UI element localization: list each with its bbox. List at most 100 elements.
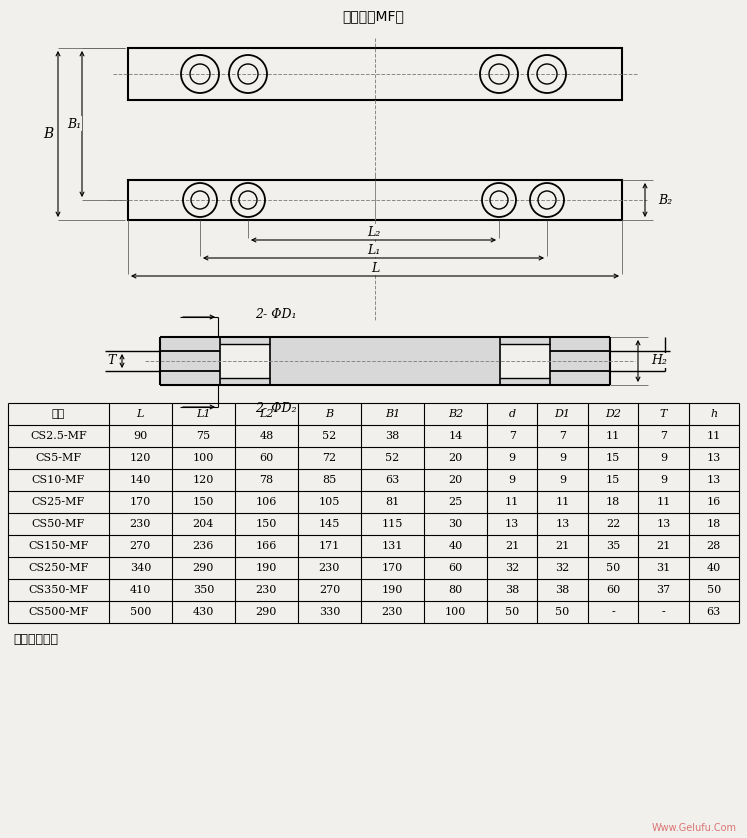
Text: CS10-MF: CS10-MF	[32, 475, 85, 485]
Text: 15: 15	[606, 475, 620, 485]
Text: 120: 120	[193, 475, 214, 485]
Polygon shape	[220, 344, 270, 378]
Text: 20: 20	[448, 475, 462, 485]
Text: 171: 171	[319, 541, 340, 551]
Polygon shape	[160, 337, 610, 385]
Text: 131: 131	[382, 541, 403, 551]
Text: 31: 31	[657, 563, 671, 573]
Text: 270: 270	[319, 585, 340, 595]
Text: 204: 204	[193, 519, 214, 529]
Text: 115: 115	[382, 519, 403, 529]
Text: 140: 140	[130, 475, 151, 485]
Text: 16: 16	[707, 497, 721, 507]
Text: 7: 7	[509, 431, 515, 441]
Text: 注：成对使用: 注：成对使用	[13, 633, 58, 646]
Text: 60: 60	[259, 453, 273, 463]
Text: 85: 85	[322, 475, 336, 485]
Text: 81: 81	[385, 497, 400, 507]
Text: B₁: B₁	[67, 117, 81, 131]
Text: T: T	[660, 409, 667, 419]
Text: 190: 190	[382, 585, 403, 595]
Text: 9: 9	[509, 453, 515, 463]
Text: 52: 52	[385, 453, 400, 463]
Text: 2- ΦD₁: 2- ΦD₁	[255, 308, 297, 322]
Text: 型号: 型号	[52, 409, 65, 419]
Text: 236: 236	[193, 541, 214, 551]
Polygon shape	[500, 344, 550, 378]
Bar	[128, 48, 622, 100]
Text: 13: 13	[707, 453, 721, 463]
Text: 100: 100	[444, 607, 466, 617]
Text: 330: 330	[319, 607, 340, 617]
Text: 22: 22	[606, 519, 620, 529]
Text: 290: 290	[255, 607, 277, 617]
Text: 190: 190	[255, 563, 277, 573]
Text: L2: L2	[259, 409, 273, 419]
Text: 50: 50	[707, 585, 721, 595]
Text: B2: B2	[447, 409, 463, 419]
Text: L₂: L₂	[367, 225, 380, 239]
Text: 32: 32	[556, 563, 570, 573]
Text: 13: 13	[556, 519, 570, 529]
Text: CS2.5-MF: CS2.5-MF	[30, 431, 87, 441]
Text: h: h	[710, 409, 717, 419]
Text: 50: 50	[505, 607, 519, 617]
Text: L: L	[137, 409, 144, 419]
Text: 40: 40	[707, 563, 721, 573]
Text: 100: 100	[193, 453, 214, 463]
Text: 安装块（MF）: 安装块（MF）	[342, 9, 404, 23]
Text: 21: 21	[556, 541, 570, 551]
Text: 52: 52	[322, 431, 336, 441]
Text: 90: 90	[133, 431, 147, 441]
Text: 60: 60	[448, 563, 462, 573]
Text: d: d	[509, 409, 515, 419]
Text: 2- ΦD₂: 2- ΦD₂	[255, 402, 297, 416]
Text: 11: 11	[606, 431, 620, 441]
Text: B₂: B₂	[658, 194, 672, 206]
Text: 350: 350	[193, 585, 214, 595]
Text: 145: 145	[319, 519, 340, 529]
Text: 50: 50	[606, 563, 620, 573]
Text: 28: 28	[707, 541, 721, 551]
Text: 14: 14	[448, 431, 462, 441]
Text: 410: 410	[130, 585, 151, 595]
Text: 7: 7	[559, 431, 566, 441]
Text: 230: 230	[130, 519, 151, 529]
Text: 25: 25	[448, 497, 462, 507]
Text: 13: 13	[657, 519, 671, 529]
Text: 9: 9	[660, 453, 667, 463]
Text: 13: 13	[707, 475, 721, 485]
Text: 11: 11	[707, 431, 721, 441]
Text: 9: 9	[559, 453, 566, 463]
Text: 230: 230	[319, 563, 340, 573]
Text: T: T	[108, 354, 117, 368]
Text: 7: 7	[660, 431, 667, 441]
Text: 63: 63	[707, 607, 721, 617]
Text: 38: 38	[556, 585, 570, 595]
Text: 11: 11	[505, 497, 519, 507]
Text: -: -	[611, 607, 615, 617]
Text: 9: 9	[559, 475, 566, 485]
Text: 48: 48	[259, 431, 273, 441]
Text: 170: 170	[130, 497, 151, 507]
Text: 270: 270	[130, 541, 151, 551]
Text: 170: 170	[382, 563, 403, 573]
Text: 20: 20	[448, 453, 462, 463]
Text: B: B	[43, 127, 53, 141]
Text: 21: 21	[505, 541, 519, 551]
Text: 30: 30	[448, 519, 462, 529]
Text: 11: 11	[657, 497, 671, 507]
Text: 500: 500	[130, 607, 151, 617]
Text: 60: 60	[606, 585, 620, 595]
Text: 150: 150	[193, 497, 214, 507]
Text: 340: 340	[130, 563, 151, 573]
Text: D1: D1	[554, 409, 571, 419]
Text: 32: 32	[505, 563, 519, 573]
Text: L₁: L₁	[367, 244, 380, 256]
Text: 9: 9	[660, 475, 667, 485]
Text: 150: 150	[255, 519, 277, 529]
Text: 13: 13	[505, 519, 519, 529]
Text: B1: B1	[385, 409, 400, 419]
Text: 37: 37	[657, 585, 671, 595]
Text: 75: 75	[196, 431, 211, 441]
